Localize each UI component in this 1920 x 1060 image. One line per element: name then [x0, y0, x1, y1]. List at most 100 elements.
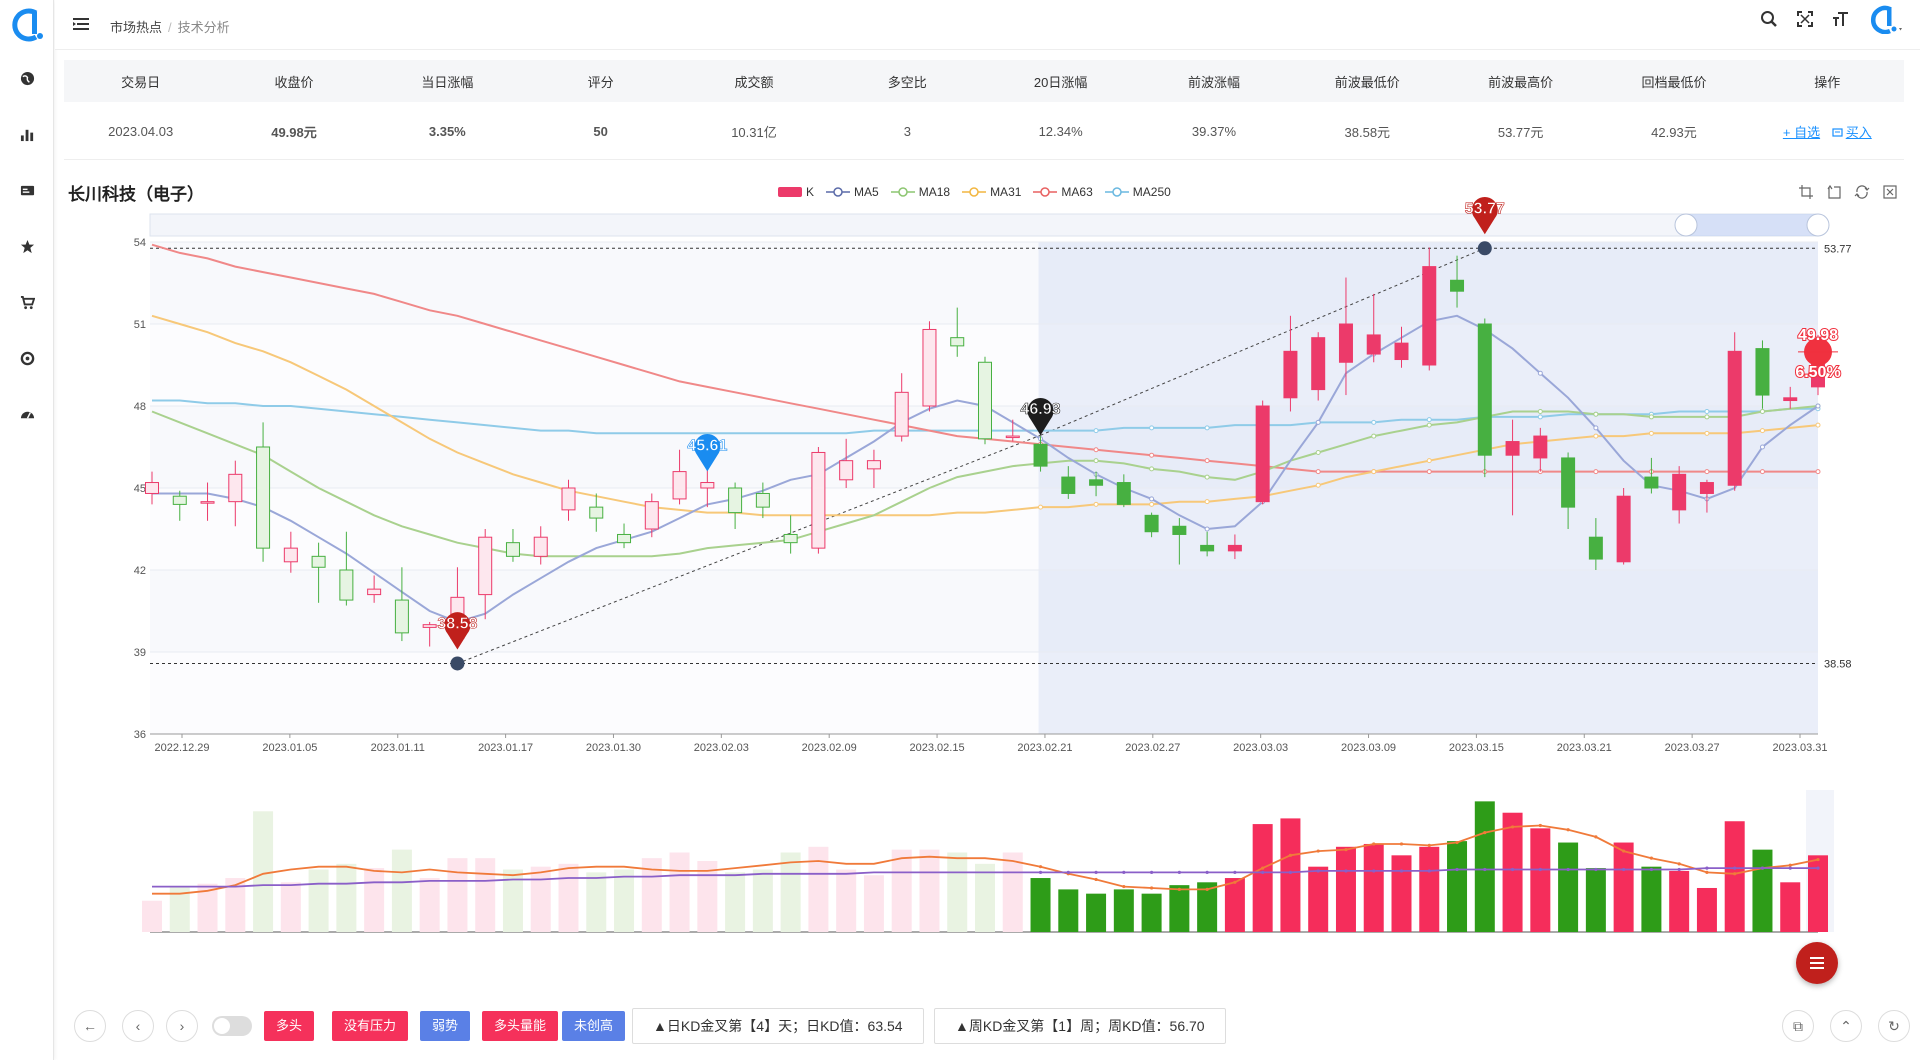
menu-fab[interactable] [1796, 942, 1838, 984]
volume-bar [1447, 841, 1468, 932]
next-button[interactable]: › [166, 1010, 198, 1042]
marker-label: 53.77 [1465, 200, 1505, 217]
volume-ma-line-b-point [1760, 866, 1765, 870]
app-logo[interactable] [10, 8, 44, 42]
candle-body [394, 599, 409, 634]
header-cell: 操作 [1750, 60, 1904, 102]
font-size-icon[interactable] [1830, 8, 1852, 30]
refresh-button[interactable]: ↻ [1878, 1010, 1910, 1042]
prev-button[interactable]: ‹ [122, 1010, 154, 1042]
last-price-label: 49.98 [1798, 327, 1838, 344]
ma5-line-point [1815, 403, 1821, 409]
zoom-reset-icon[interactable] [1826, 184, 1842, 200]
ma63-line-point [1593, 469, 1599, 475]
ma250-line-point [1426, 417, 1432, 423]
x-tick-label: 2023.03.31 [1772, 742, 1827, 754]
volume-bar [614, 869, 635, 932]
fullscreen-icon[interactable] [1794, 8, 1816, 30]
legend-item-ma5[interactable]: MA5 [826, 185, 879, 199]
volume-bar [1696, 887, 1717, 932]
restore-icon[interactable] [1854, 184, 1870, 200]
search-icon[interactable] [1758, 8, 1780, 30]
marker-label: 46.93 [1021, 401, 1061, 418]
volume-ma-line-b-point [1233, 870, 1237, 874]
globe-icon[interactable] [17, 68, 37, 88]
x-tick-label: 2023.02.15 [910, 742, 965, 754]
ma31-line-point [1149, 501, 1155, 507]
card-icon[interactable] [17, 180, 37, 200]
volume-ma-line-a-point [1038, 865, 1043, 869]
trade-date: 2023.04.03 [108, 123, 174, 139]
tag-bullish-volume[interactable]: 多头量能 [482, 1011, 559, 1041]
volume-ma-line-a-point [1483, 831, 1487, 835]
target-icon[interactable] [17, 348, 37, 368]
ma31-line-point [1315, 482, 1321, 488]
marker-dot [1477, 241, 1492, 256]
ma18-line-point [1204, 474, 1210, 480]
volume-bar [725, 872, 746, 932]
toggle-switch[interactable] [212, 1016, 252, 1036]
volume-bar [391, 849, 412, 932]
volume-ma-line-a-point [1288, 853, 1293, 857]
ma18-line-point [1093, 458, 1099, 464]
candle-body [256, 446, 271, 549]
volume-ma-line-b-point [1455, 867, 1459, 872]
volume-bar [1113, 889, 1134, 932]
ma63-line-point [1315, 469, 1321, 475]
legend-label: MA31 [990, 185, 1022, 199]
first-page-button[interactable]: ← [74, 1010, 106, 1042]
legend-item-k[interactable]: K [778, 185, 814, 199]
tag-bullish[interactable]: 多头 [264, 1011, 315, 1041]
tag-weak[interactable]: 弱势 [420, 1011, 471, 1041]
marker-pin [1027, 397, 1054, 436]
candle-body [1505, 441, 1520, 456]
legend-item-ma18[interactable]: MA18 [890, 185, 950, 199]
tag-no-new-high[interactable]: 未创高 [562, 1011, 626, 1041]
ma31-line-point [1593, 433, 1599, 439]
x-tick-label: 2023.01.17 [478, 742, 533, 754]
volume-bar [197, 883, 218, 932]
legend-item-ma63[interactable]: MA63 [1033, 185, 1093, 199]
add-watchlist-link[interactable]: + 自选 [1782, 124, 1821, 140]
breadcrumb-separator: / [168, 20, 172, 35]
scroll-top-button[interactable]: ⌃ [1830, 1010, 1862, 1042]
legend-label: K [806, 185, 815, 199]
volume-bar [1224, 878, 1245, 932]
legend-item-ma31[interactable]: MA31 [962, 185, 1021, 199]
star-icon[interactable] [17, 236, 37, 256]
tag-no-pressure[interactable]: 没有压力 [332, 1011, 409, 1041]
candle-body [866, 460, 881, 470]
volume-ma-line-a-point [1372, 842, 1376, 846]
breadcrumb-parent[interactable]: 市场热点 [110, 20, 163, 35]
save-image-icon[interactable] [1882, 184, 1898, 200]
candle-body [950, 337, 965, 347]
volume-ma-line-a-point [1594, 835, 1598, 839]
dashboard-icon[interactable] [17, 404, 37, 424]
y-tick-label: 51 [134, 319, 146, 331]
candle-body [561, 487, 576, 511]
volume-ma-line-b-point [1816, 866, 1820, 870]
zoom-area-icon[interactable] [1798, 184, 1814, 200]
buy-label: 买入 [1845, 124, 1872, 140]
daily-change: 3.35% [428, 123, 466, 139]
volume-bar [1308, 866, 1329, 932]
candle-body [1200, 544, 1215, 552]
legend-item-ma250[interactable]: MA250 [1104, 185, 1171, 199]
breadcrumb: 市场热点 / 技术分析 [110, 17, 230, 36]
cart-icon[interactable] [17, 292, 37, 312]
menu-toggle-icon[interactable] [71, 14, 91, 34]
y-tick-label: 42 [134, 565, 146, 577]
volume-ma-line-a-point [1261, 866, 1265, 870]
volume-ma-line-b-point [1177, 870, 1181, 874]
ma31-line-point [1204, 499, 1210, 505]
user-avatar[interactable] [1866, 5, 1906, 34]
summary-row: 2023.04.03 49.98元 3.35% 50 10.31亿 3 12.3… [64, 102, 1904, 160]
ma250-line-point [1204, 425, 1210, 431]
week-kd-info: ▲周KD金叉第【1】周；周KD值：56.70 [934, 1008, 1226, 1044]
copy-button[interactable]: ⧉ [1782, 1010, 1814, 1042]
bar-chart-icon[interactable] [17, 124, 37, 144]
buy-link[interactable]: 买入 [1832, 125, 1872, 140]
zoom-handle-left [1674, 213, 1698, 237]
candle-body [1061, 476, 1076, 494]
